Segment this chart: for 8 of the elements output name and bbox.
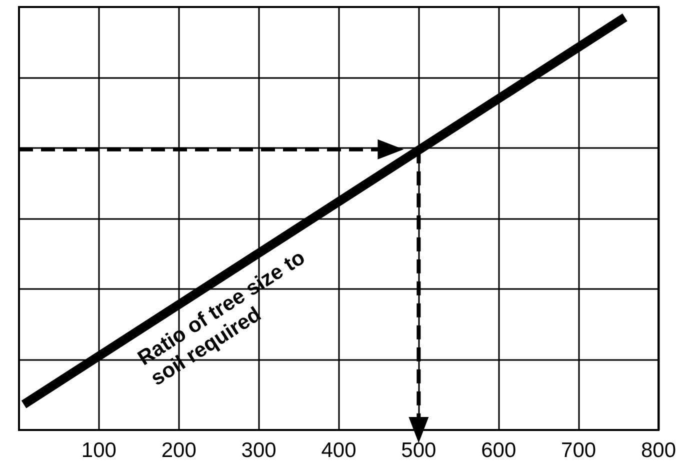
x-tick-label: 100 [81,439,116,462]
x-tick-label: 500 [401,439,436,462]
x-tick-label: 800 [640,439,676,462]
x-tick-label: 200 [161,439,196,462]
x-tick-label: 300 [241,439,276,462]
x-tick-label: 700 [561,439,596,462]
x-tick-label: 400 [321,439,356,462]
x-tick-label: 600 [481,439,516,462]
